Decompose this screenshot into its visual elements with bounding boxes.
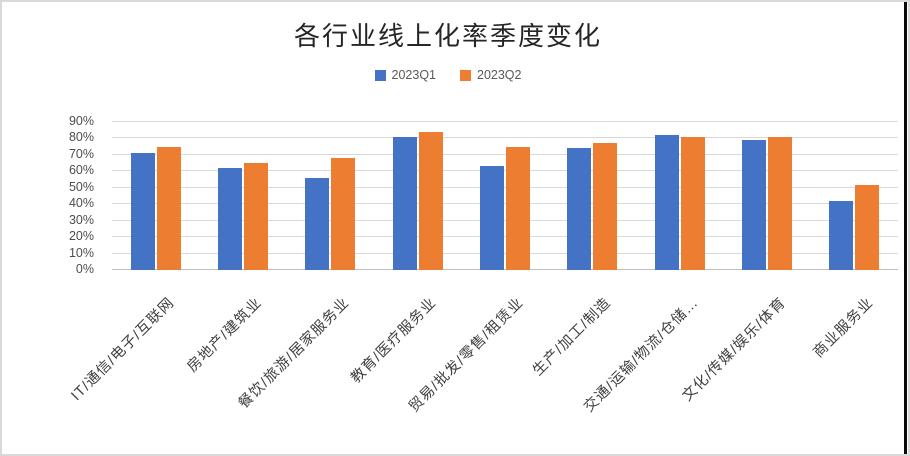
plot-area: [112, 121, 898, 270]
chart-title: 各行业线上化率季度变化: [293, 21, 602, 51]
bar-2023q1: [392, 136, 417, 270]
gridline: [112, 121, 898, 122]
bar-2023q2: [505, 146, 530, 270]
bar-group: [374, 122, 461, 270]
bar-group: [461, 122, 548, 270]
bar-group: [636, 122, 723, 270]
x-axis-category-label: 生产/加工/制造: [530, 294, 615, 380]
bar-2023q2: [680, 136, 705, 270]
bar-groups: [112, 122, 898, 270]
bar-2023q1: [130, 153, 155, 270]
gridline: [112, 170, 898, 172]
x-axis-category-label: 商业服务业: [810, 294, 877, 361]
gridline: [112, 236, 898, 238]
y-axis-tick-label: 20%: [68, 229, 94, 244]
gridline: [112, 203, 898, 205]
bar-group: [549, 122, 636, 270]
legend-swatch: [374, 69, 386, 81]
bar-group: [112, 122, 199, 270]
y-axis: 90% 80% 70% 60% 50% 40% 30% 20% 10% 0%: [2, 114, 102, 276]
legend-label: 2023Q2: [477, 68, 522, 82]
bar-2023q1: [829, 200, 854, 270]
bar-2023q1: [479, 166, 504, 270]
bar-2023q2: [855, 184, 880, 270]
gridline: [112, 252, 898, 254]
legend-label: 2023Q1: [391, 68, 436, 82]
legend-swatch: [460, 69, 471, 81]
bar-group: [199, 122, 286, 270]
window-edge-line: [904, 2, 907, 454]
bar-2023q2: [593, 143, 618, 270]
bar-group: [287, 122, 374, 270]
bar-group: [723, 122, 810, 270]
legend-item-2023q1: 2023Q1: [374, 68, 436, 82]
y-axis-tick-label: 80%: [68, 130, 94, 145]
gridline: [112, 186, 898, 188]
bar-2023q1: [567, 148, 592, 270]
bar-2023q2: [418, 131, 443, 270]
y-axis-tick-label: 60%: [68, 163, 94, 178]
y-axis-tick-label: 30%: [68, 212, 94, 227]
y-axis-tick-label: 40%: [68, 196, 94, 211]
bar-2023q2: [156, 146, 181, 270]
x-axis-line: [112, 269, 898, 270]
bar-2023q2: [767, 136, 792, 270]
x-axis-labels: IT/通信/电子/互联网 房地产/建筑业 餐饮/旅游/居家服务业 教育/医疗服务业 贸易…: [69, 270, 898, 450]
x-axis-category-label: 教育/医疗服务业: [348, 294, 440, 387]
legend: 2023Q1 2023Q2: [2, 68, 894, 82]
y-axis-tick-label: 50%: [68, 179, 94, 194]
y-axis-tick-label: 10%: [68, 245, 94, 260]
legend-item-2023q2: 2023Q2: [460, 68, 521, 82]
bar-2023q1: [217, 168, 242, 270]
bar-2023q1: [741, 140, 766, 270]
bar-group: [811, 122, 898, 270]
gridline: [112, 137, 898, 139]
x-axis-category-label: 房地产/建筑业: [184, 294, 266, 376]
gridline: [112, 153, 898, 155]
y-axis-tick-label: 90%: [68, 114, 94, 128]
x-axis-category-label: IT/通信/电子/互联网: [68, 294, 178, 405]
gridline: [112, 219, 898, 221]
bar-2023q2: [331, 158, 356, 270]
bar-2023q1: [305, 177, 330, 270]
y-axis-tick-label: 0%: [75, 262, 94, 276]
bar-2023q2: [243, 163, 268, 270]
y-axis-tick-label: 70%: [68, 146, 94, 161]
bar-2023q1: [654, 135, 679, 270]
